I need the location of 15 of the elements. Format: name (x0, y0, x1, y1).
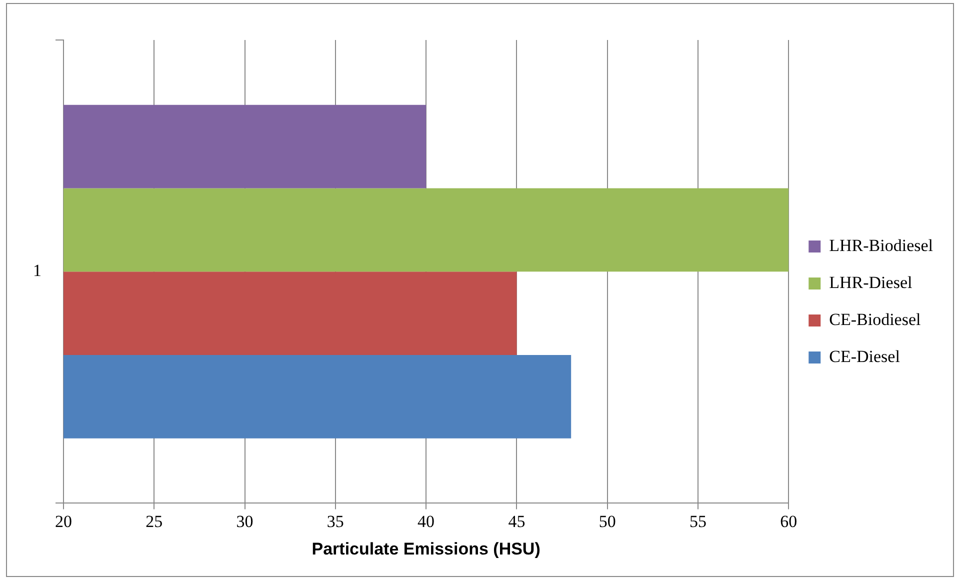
x-tick-label: 40 (418, 512, 435, 531)
x-tick-label: 20 (55, 512, 72, 531)
legend-label: LHR-Biodiesel (829, 236, 934, 255)
legend-label: CE-Biodiesel (829, 310, 921, 329)
x-tick-label: 45 (508, 512, 526, 531)
x-tick-label: 35 (326, 512, 344, 531)
x-tick-label: 50 (598, 512, 616, 531)
legend-label: LHR-Diesel (829, 272, 912, 292)
x-tick-label: 30 (236, 512, 254, 531)
legend-label: CE-Diesel (829, 346, 900, 366)
x-tick-label: 25 (146, 512, 163, 531)
x-axis-title: Particulate Emissions (HSU) (312, 539, 540, 558)
y-tick-label: 1 (33, 261, 42, 280)
x-tick-label: 55 (689, 512, 706, 531)
x-tick-label: 60 (780, 512, 798, 531)
